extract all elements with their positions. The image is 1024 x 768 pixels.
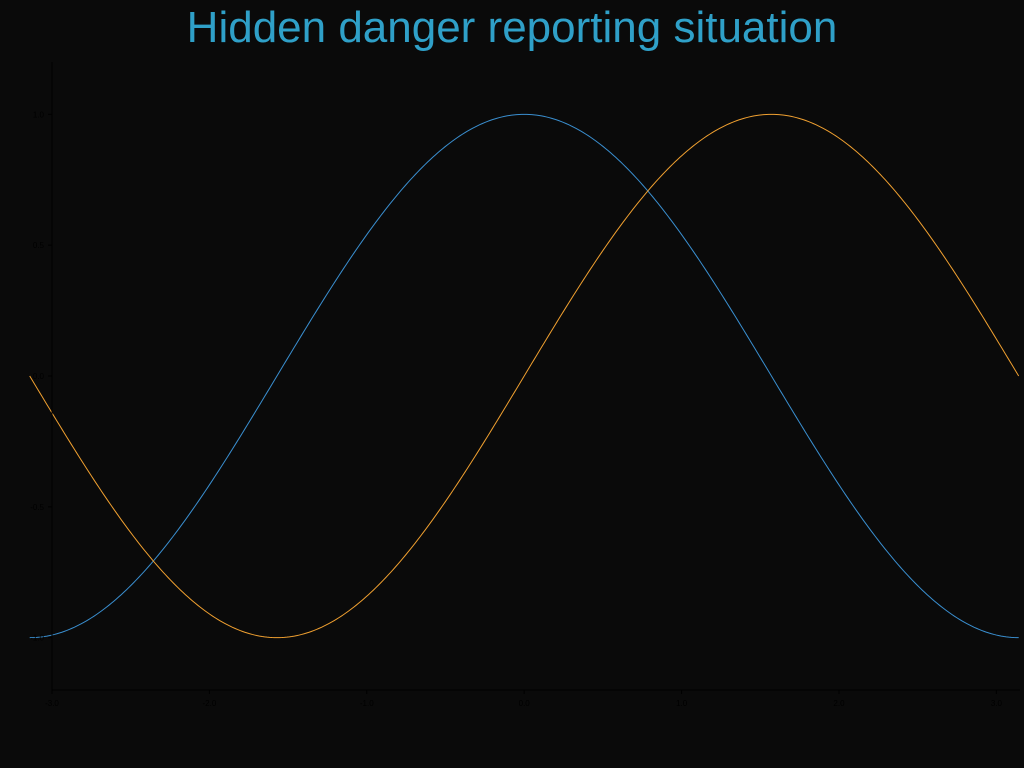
- x-axis-ticks: -3.0 -2.0 -1.0 0.0 1.0 2.0 3.0: [45, 690, 1002, 708]
- y-tick-label: -0.5: [30, 503, 44, 512]
- y-tick-label: 0.0: [33, 372, 45, 381]
- series-layer: [30, 114, 1019, 637]
- x-tick-label: -3.0: [45, 699, 59, 708]
- x-tick-label: 0.0: [519, 699, 531, 708]
- y-tick-label: 1.0: [33, 110, 45, 119]
- x-tick-label: 1.0: [676, 699, 688, 708]
- x-tick-label: -1.0: [360, 699, 374, 708]
- x-tick-label: 2.0: [833, 699, 845, 708]
- series-line: [30, 114, 1019, 637]
- y-tick-label: 0.5: [33, 241, 45, 250]
- axis-layer: [52, 62, 1020, 690]
- y-axis-ticks: -1.0 -0.5 0.0 0.5 1.0: [30, 110, 52, 642]
- y-tick-label: -1.0: [30, 634, 44, 643]
- x-tick-label: -2.0: [202, 699, 216, 708]
- x-tick-label: 3.0: [991, 699, 1003, 708]
